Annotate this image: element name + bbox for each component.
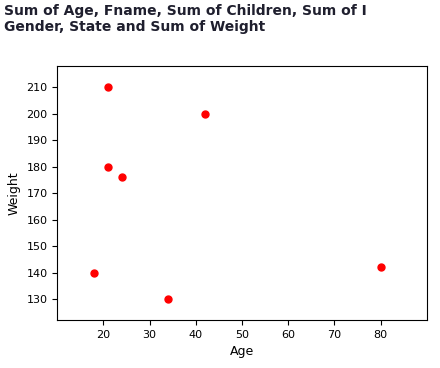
Y-axis label: Weight: Weight bbox=[8, 171, 21, 215]
Point bbox=[105, 84, 112, 90]
X-axis label: Age: Age bbox=[230, 346, 254, 358]
Point bbox=[202, 111, 209, 117]
Point bbox=[91, 270, 98, 276]
Point bbox=[165, 296, 172, 302]
Text: Sum of Age, Fname, Sum of Children, Sum of I
Gender, State and Sum of Weight: Sum of Age, Fname, Sum of Children, Sum … bbox=[4, 4, 367, 34]
Point bbox=[377, 264, 384, 270]
Point bbox=[105, 164, 112, 170]
Point bbox=[118, 174, 125, 180]
